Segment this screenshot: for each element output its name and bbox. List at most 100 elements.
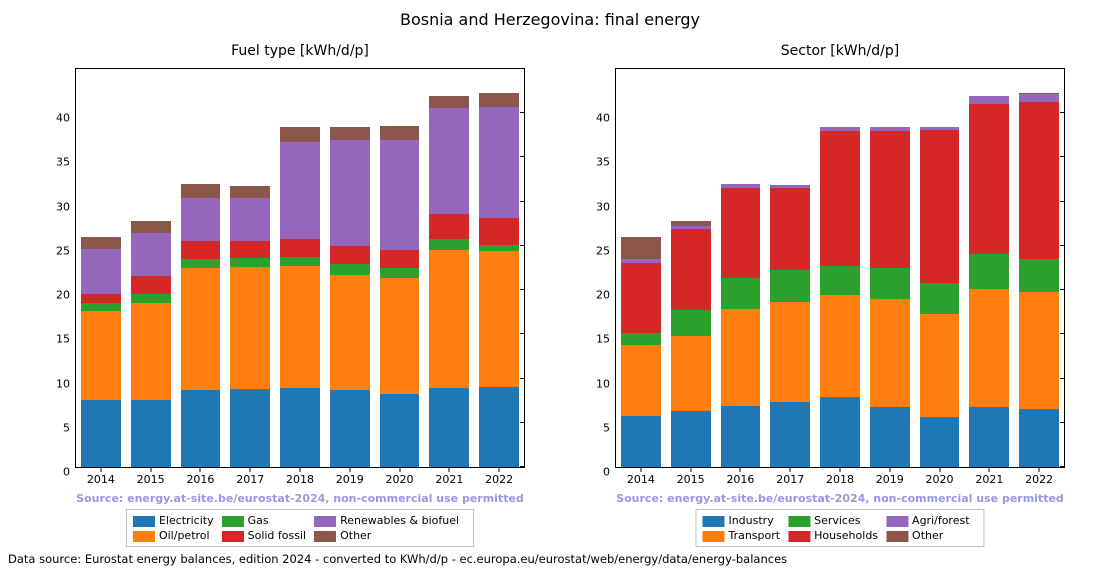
bar-segment-transport (1019, 292, 1059, 409)
bar-segment-gas (429, 239, 469, 250)
legend-swatch (788, 531, 810, 542)
bar-segment-households (1019, 102, 1059, 259)
legend-label: Households (814, 529, 878, 542)
bar-segment-other (380, 126, 420, 140)
bar-segment-industry (969, 407, 1009, 467)
xtick-label: 2014 (87, 467, 115, 486)
bar-segment-agri (969, 96, 1009, 103)
legend-entry: Industry (702, 513, 788, 528)
ytick-mark (1060, 466, 1065, 467)
bar-segment-gas (380, 268, 420, 278)
bar-segment-gas (131, 294, 171, 303)
xtick-label: 2015 (677, 467, 705, 486)
bar-segment-agri (1019, 94, 1059, 102)
ytick-label: 5 (30, 422, 76, 433)
bar-segment-electricity (380, 394, 420, 467)
bar-segment-electricity (181, 390, 221, 467)
xtick-label: 2014 (627, 467, 655, 486)
bar-segment-households (770, 188, 810, 269)
bar-segment-gas (181, 259, 221, 268)
legend-label: Industry (728, 514, 773, 527)
xtick-label: 2017 (776, 467, 804, 486)
bar-segment-solidfossil (181, 241, 221, 259)
ytick-mark (520, 422, 525, 423)
bar-segment-transport (621, 345, 661, 416)
bar-segment-solidfossil (81, 294, 121, 304)
legend-entry: Services (788, 513, 886, 528)
bar-segment-oilpetrol (380, 278, 420, 394)
ytick-mark (520, 245, 525, 246)
panel-sector: Sector [kWh/d/p] 05101520253035402014201… (615, 68, 1065, 468)
bar-segment-transport (969, 289, 1009, 407)
ytick-label: 0 (570, 467, 616, 478)
bar-segment-industry (920, 417, 960, 467)
legend-swatch (702, 516, 724, 527)
bar-segment-other (479, 93, 519, 107)
bar-segment-transport (721, 309, 761, 406)
bar-segment-households (621, 263, 661, 334)
ytick-label: 20 (570, 290, 616, 301)
bar-segment-industry (870, 407, 910, 467)
bar-segment-gas (280, 257, 320, 266)
bar-segment-solidfossil (479, 218, 519, 245)
xtick-label: 2021 (435, 467, 463, 486)
legend-entry: Other (886, 528, 978, 543)
bar-segment-households (671, 229, 711, 309)
bar-segment-electricity (429, 388, 469, 467)
ytick-label: 10 (570, 378, 616, 389)
legend-entry: Agri/forest (886, 513, 978, 528)
figure: Bosnia and Herzegovina: final energy Fue… (0, 0, 1100, 572)
bar-segment-electricity (131, 400, 171, 467)
legend-label: Gas (248, 514, 269, 527)
ytick-mark (520, 156, 525, 157)
ytick-label: 10 (30, 378, 76, 389)
bar-segment-renewables (380, 140, 420, 251)
bar-segment-industry (721, 406, 761, 467)
ytick-label: 40 (570, 113, 616, 124)
bar-segment-electricity (81, 400, 121, 467)
bar-segment-oilpetrol (429, 250, 469, 388)
bar-segment-other (280, 127, 320, 141)
legend-swatch (222, 531, 244, 542)
bar-segment-gas (81, 303, 121, 311)
panel-fuel-watermark: Source: energy.at-site.be/eurostat-2024,… (76, 492, 524, 505)
panel-fuel-plot: 0510152025303540201420152016201720182019… (76, 69, 524, 467)
xtick-label: 2016 (726, 467, 754, 486)
bar-segment-transport (920, 314, 960, 417)
legend-swatch (886, 531, 908, 542)
bar-segment-solidfossil (131, 276, 171, 294)
bar-segment-services (969, 254, 1009, 289)
ytick-mark (520, 112, 525, 113)
bar-segment-gas (479, 245, 519, 251)
bar-segment-gas (330, 264, 370, 275)
ytick-mark (1060, 333, 1065, 334)
bar-segment-services (870, 268, 910, 299)
bar-segment-electricity (230, 389, 270, 467)
legend-label: Solid fossil (248, 529, 306, 542)
legend-entry: Electricity (133, 513, 222, 528)
bar-segment-solidfossil (330, 246, 370, 265)
bar-segment-industry (621, 416, 661, 467)
legend-label: Renewables & biofuel (340, 514, 459, 527)
ytick-label: 25 (30, 245, 76, 256)
bar-segment-services (770, 270, 810, 302)
figure-suptitle: Bosnia and Herzegovina: final energy (0, 10, 1100, 29)
bar-segment-households (721, 188, 761, 278)
bar-segment-electricity (479, 387, 519, 467)
xtick-label: 2018 (826, 467, 854, 486)
xtick-label: 2020 (926, 467, 954, 486)
legend-entry: Other (314, 528, 467, 543)
legend-entry: Solid fossil (222, 528, 314, 543)
legend-label: Transport (728, 529, 780, 542)
legend-swatch (788, 516, 810, 527)
bar-segment-other (429, 96, 469, 108)
bar-segment-renewables (230, 198, 270, 241)
legend-swatch (886, 516, 908, 527)
bar-segment-other (1019, 93, 1059, 94)
bar-segment-services (920, 283, 960, 314)
ytick-label: 30 (30, 201, 76, 212)
ytick-mark (1060, 112, 1065, 113)
bar-segment-agri (671, 226, 711, 230)
ytick-label: 20 (30, 290, 76, 301)
bar-segment-industry (770, 402, 810, 467)
